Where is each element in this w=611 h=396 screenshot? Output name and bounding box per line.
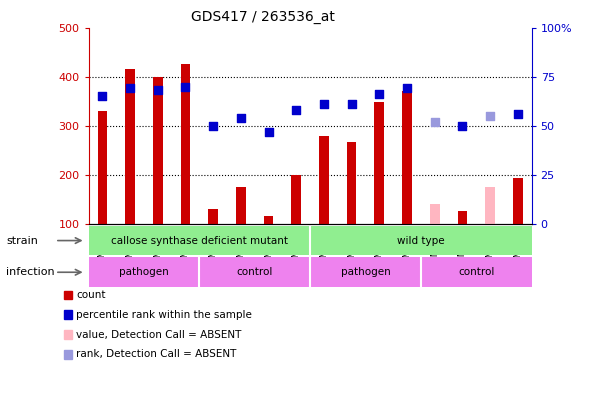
Bar — [291, 175, 301, 224]
Text: control: control — [236, 267, 273, 277]
Text: callose synthase deficient mutant: callose synthase deficient mutant — [111, 236, 288, 246]
Bar — [181, 65, 191, 224]
Text: wild type: wild type — [397, 236, 445, 246]
Bar — [458, 211, 467, 224]
Point — [485, 113, 495, 119]
Bar — [421, 257, 532, 287]
Bar — [375, 102, 384, 224]
Point — [430, 119, 439, 125]
Bar — [89, 257, 199, 287]
Bar — [264, 216, 273, 224]
Bar — [125, 69, 135, 224]
Bar — [310, 257, 421, 287]
Bar — [208, 209, 218, 224]
Text: GDS417 / 263536_at: GDS417 / 263536_at — [191, 10, 335, 24]
Point — [153, 87, 163, 93]
Bar — [98, 111, 108, 224]
Bar — [347, 142, 356, 224]
Text: rank, Detection Call = ABSENT: rank, Detection Call = ABSENT — [76, 349, 236, 360]
Text: infection: infection — [6, 267, 55, 277]
Point — [375, 91, 384, 97]
Point — [291, 107, 301, 113]
Bar — [430, 204, 439, 224]
Point — [181, 83, 191, 89]
Bar — [513, 178, 522, 224]
Text: pathogen: pathogen — [119, 267, 169, 277]
Bar — [319, 135, 329, 224]
Bar — [485, 187, 495, 224]
Point — [402, 85, 412, 91]
Bar — [199, 257, 310, 287]
Bar — [402, 91, 412, 224]
Point — [98, 93, 108, 99]
Text: strain: strain — [6, 236, 38, 246]
Text: value, Detection Call = ABSENT: value, Detection Call = ABSENT — [76, 329, 242, 340]
Bar — [310, 226, 532, 255]
Point — [458, 122, 467, 129]
Point — [125, 85, 135, 91]
Text: control: control — [458, 267, 494, 277]
Bar — [236, 187, 246, 224]
Point — [319, 101, 329, 107]
Text: percentile rank within the sample: percentile rank within the sample — [76, 310, 252, 320]
Point — [264, 128, 274, 135]
Text: pathogen: pathogen — [340, 267, 390, 277]
Point — [208, 122, 218, 129]
Text: count: count — [76, 290, 106, 300]
Point — [513, 111, 522, 117]
Bar — [89, 226, 310, 255]
Bar — [153, 77, 163, 224]
Point — [346, 101, 356, 107]
Point — [236, 115, 246, 121]
